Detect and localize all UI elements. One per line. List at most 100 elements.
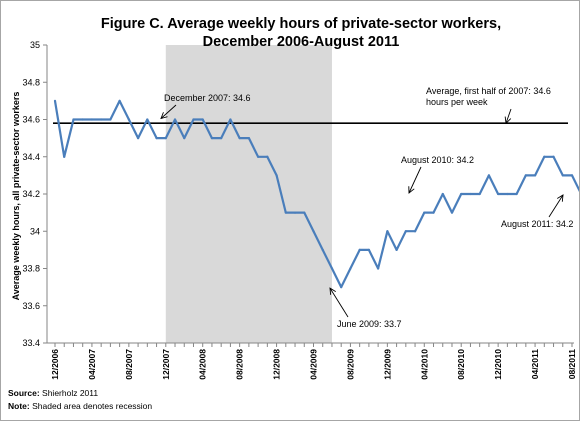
series-line xyxy=(53,99,579,289)
x-tick-label: 12/2006 xyxy=(50,349,60,380)
annotation-arrowhead xyxy=(329,287,336,295)
data-point xyxy=(100,118,103,121)
data-point xyxy=(367,248,370,251)
annotation-arrowhead xyxy=(160,112,168,120)
data-point xyxy=(312,230,315,233)
data-point xyxy=(201,118,204,121)
data-point xyxy=(524,174,527,177)
annotation-arrow xyxy=(408,166,422,194)
data-point xyxy=(173,118,177,121)
x-tick-label: 12/2008 xyxy=(272,349,282,380)
x-tick-label: 12/2009 xyxy=(382,349,392,380)
data-point xyxy=(441,192,444,196)
annotation-arrowhead xyxy=(557,194,564,202)
data-point xyxy=(570,174,574,177)
y-tick-label: 34 xyxy=(30,226,40,236)
data-point xyxy=(238,137,241,140)
note-text: Shaded area denotes recession xyxy=(32,401,153,411)
data-point xyxy=(497,192,500,196)
data-point xyxy=(257,155,260,158)
data-point xyxy=(450,211,454,214)
y-axis-label: Average weekly hours, all private-sector… xyxy=(11,92,21,301)
annotation-arrow xyxy=(160,104,177,119)
data-point xyxy=(487,174,491,177)
data-point xyxy=(146,118,149,121)
data-point xyxy=(284,211,287,214)
annotation-arrowhead xyxy=(504,116,512,125)
data-point xyxy=(460,192,463,196)
annotation-label: hours per week xyxy=(426,97,488,107)
data-point xyxy=(358,248,361,251)
x-tick-label: 08/2008 xyxy=(235,349,245,380)
data-point xyxy=(321,248,324,251)
data-point xyxy=(247,137,250,140)
data-point xyxy=(413,230,417,233)
x-tick-label: 08/2007 xyxy=(124,349,134,380)
data-point xyxy=(506,192,509,196)
y-tick-label: 34.8 xyxy=(22,77,40,87)
y-tick-label: 34.6 xyxy=(22,115,40,125)
data-point xyxy=(275,174,278,177)
source-text: Shierholz 2011 xyxy=(42,388,99,398)
data-point xyxy=(349,267,352,270)
data-point xyxy=(109,118,112,121)
data-point xyxy=(330,267,334,270)
data-point xyxy=(155,137,158,140)
source-label: Source: xyxy=(8,388,40,398)
x-tick-label: 04/2010 xyxy=(419,349,429,380)
data-point xyxy=(63,155,66,158)
data-point xyxy=(423,211,426,214)
chart-title-line-2: December 2006-August 2011 xyxy=(203,34,400,50)
x-tick-label: 12/2007 xyxy=(161,349,171,380)
data-point xyxy=(340,286,343,289)
data-point xyxy=(377,267,380,270)
x-tick-label: 04/2008 xyxy=(198,349,208,380)
data-point xyxy=(515,192,518,196)
data-point xyxy=(210,137,214,140)
data-point xyxy=(432,211,435,214)
source-note: Source: Shierholz 2011 xyxy=(8,388,98,398)
data-point xyxy=(192,118,195,121)
x-tick-label: 08/2009 xyxy=(345,349,355,380)
annotation-label: August 2011: 34.2 xyxy=(501,219,573,229)
data-point xyxy=(81,118,84,121)
y-tick-label: 34.4 xyxy=(22,152,40,162)
data-point xyxy=(164,137,167,140)
data-point xyxy=(118,99,121,102)
data-point xyxy=(552,155,555,158)
data-point xyxy=(543,155,546,158)
recession-band xyxy=(165,45,332,343)
x-tick-label: 12/2010 xyxy=(493,349,503,380)
annotation-label: June 2009: 33.7 xyxy=(337,319,402,329)
x-tick-label: 08/2010 xyxy=(456,349,466,380)
data-point xyxy=(229,118,232,121)
note-label: Note: xyxy=(8,401,30,411)
data-point xyxy=(293,211,297,214)
data-point xyxy=(561,174,564,177)
y-tick-label: 34.2 xyxy=(22,189,40,199)
data-point xyxy=(533,174,537,177)
data-point xyxy=(395,248,398,251)
data-point xyxy=(266,155,269,158)
x-tick-label: 04/2007 xyxy=(87,349,97,380)
x-tick-label: 04/2011 xyxy=(530,349,540,380)
annotation-label: December 2007: 34.6 xyxy=(164,93,251,103)
x-tick-label: 04/2009 xyxy=(309,349,319,380)
recession-note: Note: Shaded area denotes recession xyxy=(8,401,152,411)
data-point xyxy=(404,230,407,233)
data-point xyxy=(469,192,472,196)
x-tick-label: 08/2011 xyxy=(567,349,577,380)
annotation-label: Average, first half of 2007: 34.6 xyxy=(426,86,551,96)
y-tick-label: 33.4 xyxy=(22,338,40,348)
annotation-arrowhead xyxy=(408,186,415,194)
chart-title-line-1: Figure C. Average weekly hours of privat… xyxy=(101,16,501,32)
data-point xyxy=(136,137,140,140)
annotation-arrow xyxy=(505,108,512,124)
annotation-label: August 2010: 34.2 xyxy=(401,155,474,165)
data-point xyxy=(478,192,481,196)
annotation-arrow xyxy=(329,287,349,318)
y-tick-label: 33.8 xyxy=(22,264,40,274)
data-point xyxy=(127,118,130,121)
